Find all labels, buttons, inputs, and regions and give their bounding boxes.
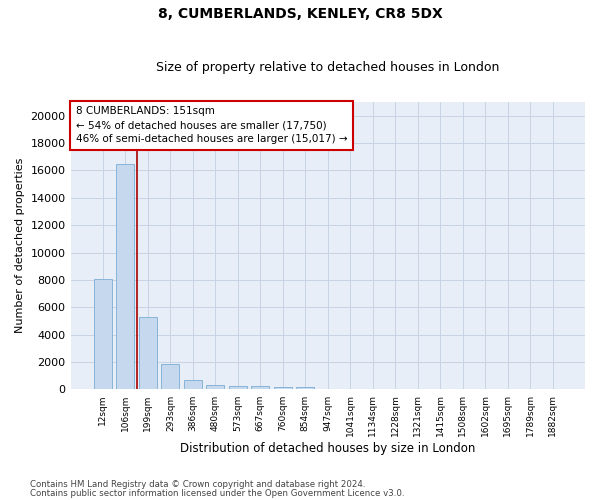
- Bar: [161, 364, 179, 390]
- Bar: [184, 380, 202, 390]
- Y-axis label: Number of detached properties: Number of detached properties: [15, 158, 25, 334]
- Bar: [274, 386, 292, 390]
- Bar: [229, 386, 247, 390]
- Text: 8, CUMBERLANDS, KENLEY, CR8 5DX: 8, CUMBERLANDS, KENLEY, CR8 5DX: [158, 8, 442, 22]
- Text: Contains HM Land Registry data © Crown copyright and database right 2024.: Contains HM Land Registry data © Crown c…: [30, 480, 365, 489]
- Bar: [94, 278, 112, 390]
- Title: Size of property relative to detached houses in London: Size of property relative to detached ho…: [156, 62, 499, 74]
- Bar: [116, 164, 134, 390]
- Text: 8 CUMBERLANDS: 151sqm
← 54% of detached houses are smaller (17,750)
46% of semi-: 8 CUMBERLANDS: 151sqm ← 54% of detached …: [76, 106, 347, 144]
- Bar: [296, 388, 314, 390]
- X-axis label: Distribution of detached houses by size in London: Distribution of detached houses by size …: [180, 442, 475, 455]
- Bar: [251, 386, 269, 390]
- Bar: [139, 317, 157, 390]
- Text: Contains public sector information licensed under the Open Government Licence v3: Contains public sector information licen…: [30, 488, 404, 498]
- Bar: [319, 389, 337, 390]
- Bar: [206, 384, 224, 390]
